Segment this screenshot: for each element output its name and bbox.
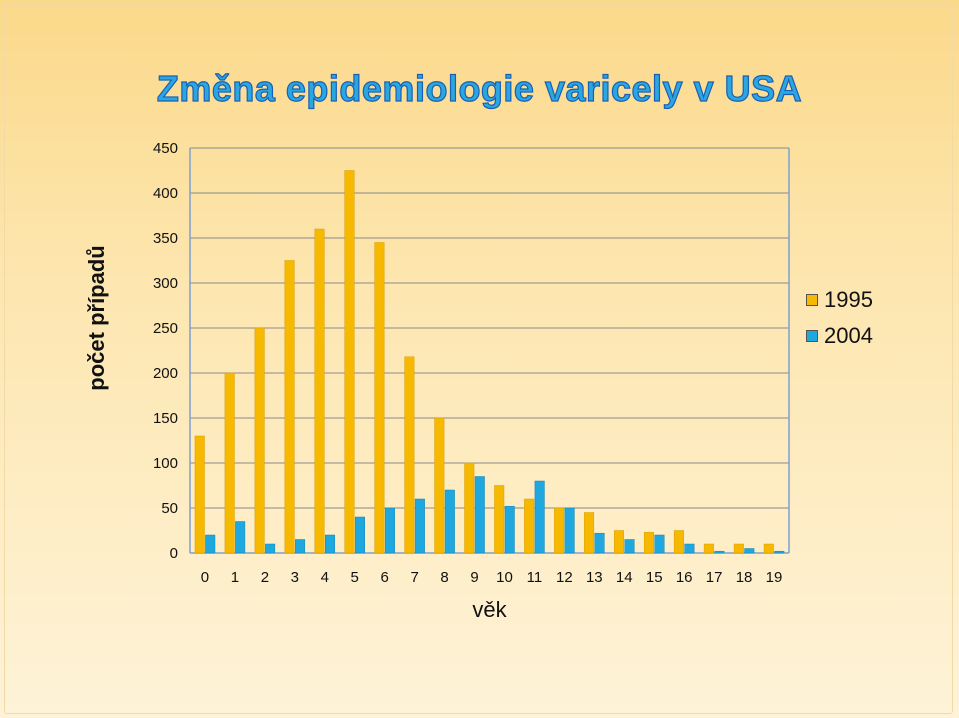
bar-1995-16	[673, 530, 684, 554]
bar-1995-19	[763, 543, 774, 554]
bar-2004-1	[235, 521, 246, 554]
x-tick-label: 10	[496, 569, 513, 586]
bar-1995-4	[314, 228, 325, 554]
bar-2004-14	[624, 539, 635, 554]
y-tick-label: 0	[170, 545, 178, 562]
y-tick-label: 350	[153, 230, 178, 247]
bar-2004-17	[714, 550, 725, 554]
y-tick-label: 150	[153, 410, 178, 427]
bar-1995-18	[733, 543, 744, 554]
bar-1995-12	[554, 507, 565, 554]
bar-2004-10	[504, 505, 515, 554]
bar-2004-3	[295, 539, 306, 554]
legend: 1995 2004	[806, 282, 873, 354]
bar-1995-5	[344, 170, 355, 554]
bar-1995-8	[434, 417, 445, 554]
x-tick-label: 18	[736, 569, 753, 586]
x-tick-label: 1	[231, 569, 239, 586]
bar-2004-0	[205, 534, 216, 554]
bar-1995-7	[404, 356, 415, 554]
x-tick-label: 4	[321, 569, 329, 586]
x-tick-label: 7	[410, 569, 418, 586]
bar-1995-13	[584, 512, 595, 554]
bar-1995-15	[643, 532, 654, 554]
y-axis-label: počet případů	[84, 245, 109, 390]
x-tick-label: 0	[201, 569, 209, 586]
bar-2004-5	[354, 516, 365, 554]
bar-2004-9	[474, 476, 485, 554]
slide-frame	[4, 4, 953, 714]
bar-2004-18	[744, 548, 755, 554]
bar-1995-1	[224, 372, 235, 554]
plot-area	[190, 148, 789, 553]
bar-2004-13	[594, 532, 605, 554]
bar-1995-6	[374, 242, 385, 554]
x-tick-label: 19	[766, 569, 783, 586]
x-tick-label: 6	[381, 569, 389, 586]
legend-item-1995: 1995	[806, 282, 873, 318]
bar-1995-11	[524, 498, 535, 554]
y-tick-label: 250	[153, 320, 178, 337]
x-tick-label: 9	[470, 569, 478, 586]
bar-1995-2	[254, 327, 265, 554]
y-tick-label: 50	[161, 500, 178, 517]
bar-1995-9	[464, 462, 475, 554]
y-tick-label: 200	[153, 365, 178, 382]
y-tick-label: 300	[153, 275, 178, 292]
bar-2004-12	[564, 507, 575, 554]
x-tick-label: 14	[616, 569, 633, 586]
x-tick-label: 15	[646, 569, 663, 586]
legend-label-1995: 1995	[824, 287, 873, 312]
legend-swatch-2004	[806, 330, 818, 342]
chart-title: Změna epidemiologie varicely v USA	[156, 67, 803, 109]
x-tick-label: 13	[586, 569, 603, 586]
y-tick-label: 450	[153, 140, 178, 157]
bar-1995-3	[284, 260, 295, 554]
x-tick-label: 8	[440, 569, 448, 586]
bar-1995-0	[194, 435, 205, 554]
x-tick-label: 17	[706, 569, 723, 586]
bar-2004-8	[444, 489, 455, 554]
x-tick-label: 3	[291, 569, 299, 586]
x-tick-label: 2	[261, 569, 269, 586]
x-tick-label: 5	[351, 569, 359, 586]
bar-2004-2	[265, 543, 276, 554]
legend-item-2004: 2004	[806, 318, 873, 354]
bar-1995-14	[614, 530, 625, 554]
bar-2004-11	[534, 480, 545, 554]
legend-swatch-1995	[806, 294, 818, 306]
y-tick-label: 100	[153, 455, 178, 472]
x-tick-label: 11	[527, 569, 543, 586]
x-tick-label: 16	[676, 569, 693, 586]
bar-2004-6	[384, 507, 395, 554]
bar-1995-17	[703, 543, 714, 554]
x-tick-label: 12	[556, 569, 573, 586]
bar-2004-7	[414, 498, 425, 554]
x-axis-label: věk	[472, 597, 507, 622]
bar-2004-16	[684, 543, 695, 554]
bar-1995-10	[494, 485, 505, 554]
y-tick-label: 400	[153, 185, 178, 202]
bar-2004-19	[774, 550, 785, 554]
bar-2004-15	[654, 534, 665, 554]
legend-label-2004: 2004	[824, 323, 873, 348]
bar-2004-4	[325, 534, 336, 554]
